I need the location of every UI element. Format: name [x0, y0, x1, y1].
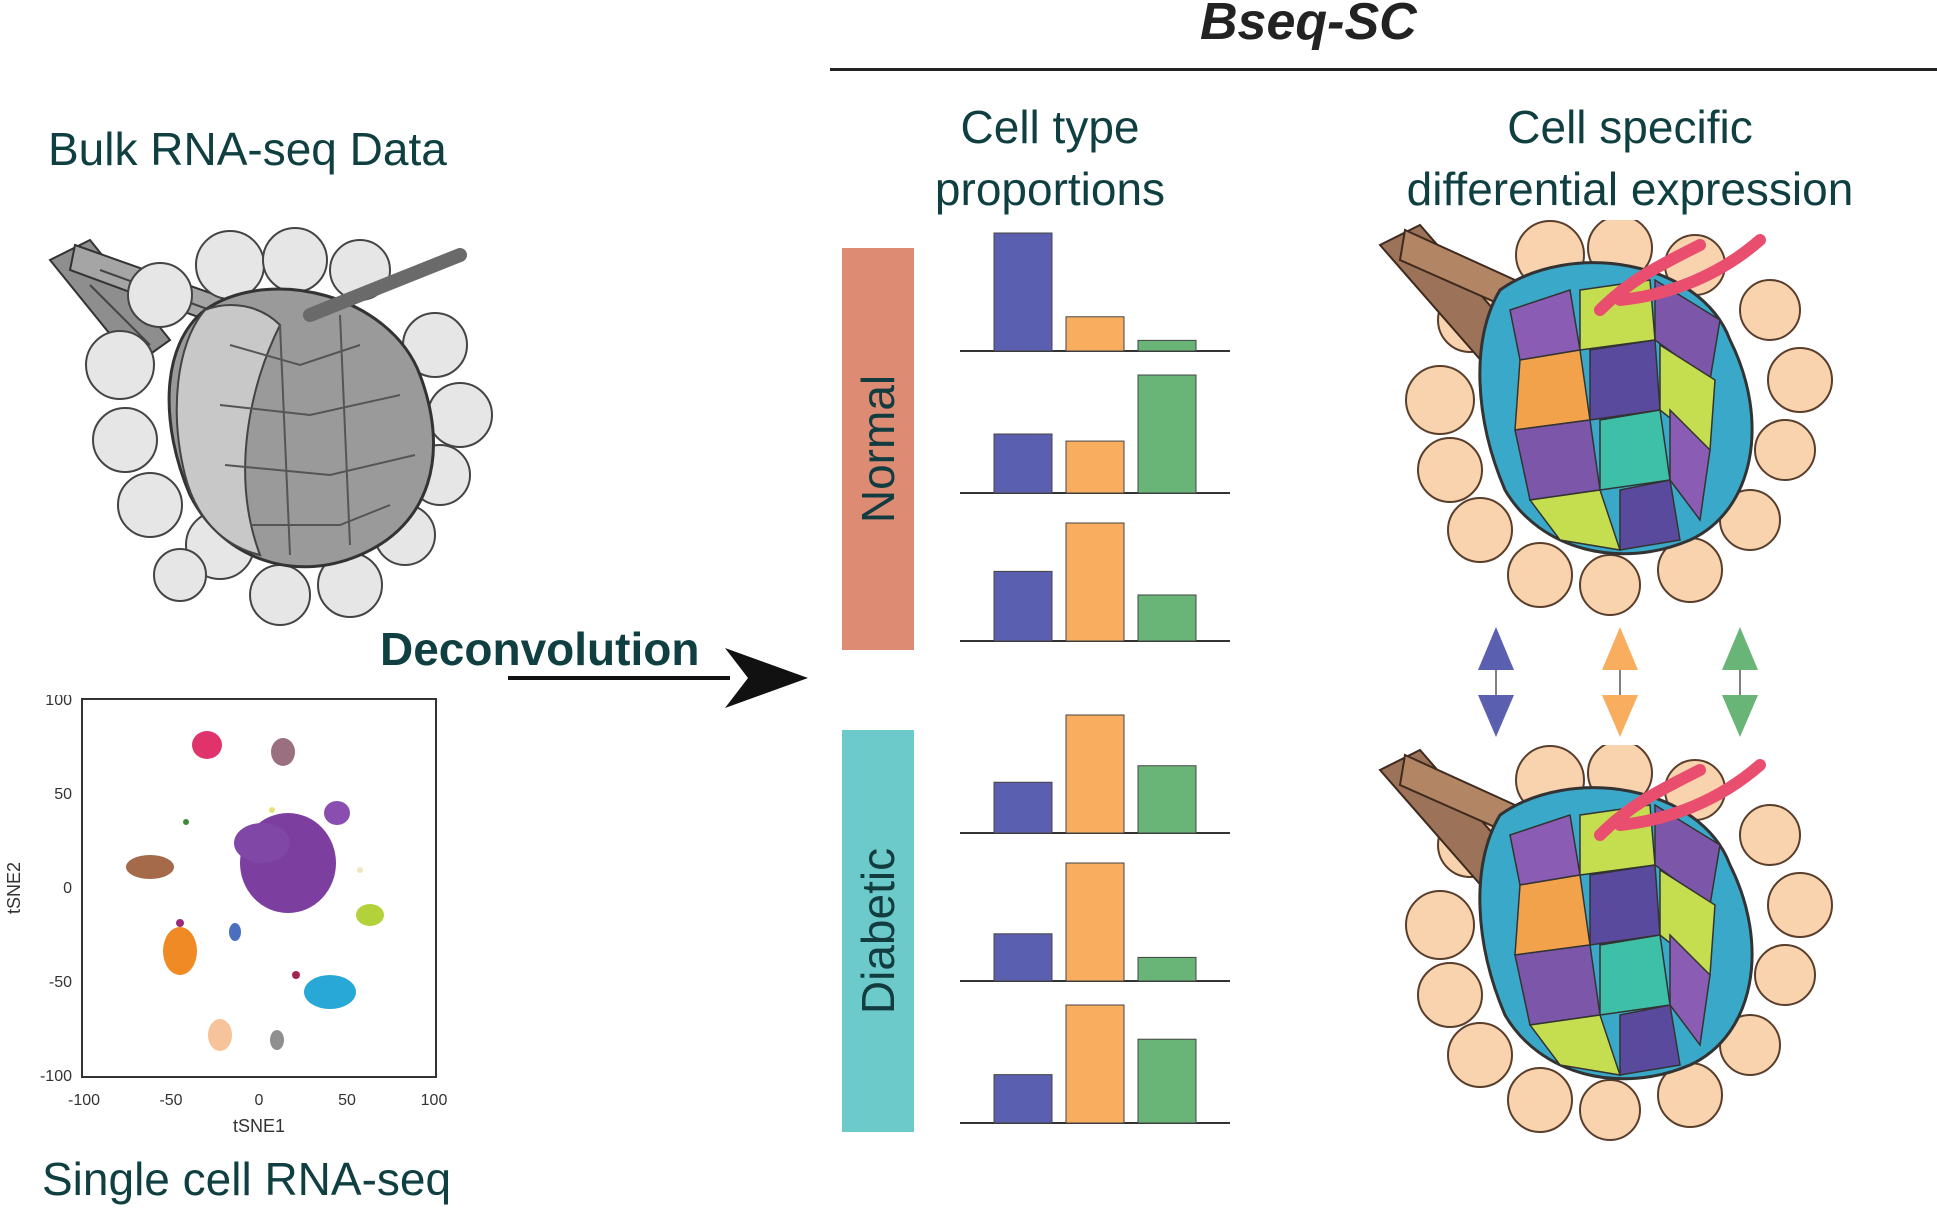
x-tick-label: 50	[338, 1092, 356, 1109]
title-line-2: proportions	[934, 163, 1166, 215]
bar	[993, 1074, 1053, 1124]
bulk-islet-illustration	[48, 227, 493, 626]
y-tick-label: -100	[40, 1068, 72, 1085]
cell-specific-expression-title: Cell specific differential expression	[1375, 96, 1885, 220]
y-tick-label: 50	[54, 786, 72, 803]
bar-panel-diabetic	[960, 862, 1230, 982]
bar	[1065, 522, 1125, 642]
y-tick-label: 0	[63, 880, 72, 897]
double-arrow-icon	[1602, 627, 1638, 737]
y-tick-label: -50	[49, 974, 72, 991]
bar	[993, 232, 1053, 352]
bar	[1065, 316, 1125, 352]
tsne-plot: -100 -50 0 50 100 100 50 0 -50 -100 tSNE…	[4, 695, 448, 1136]
normal-group-bar: Normal	[842, 248, 914, 650]
deconvolution-label: Deconvolution	[380, 623, 700, 675]
bar	[1065, 1004, 1125, 1124]
bar	[1137, 374, 1197, 494]
islet-body-icon	[167, 248, 467, 569]
normal-colored-islet	[1370, 220, 1850, 620]
title-line-2: differential expression	[1406, 163, 1854, 215]
x-tick-label: -100	[68, 1092, 100, 1109]
tsne-clusters	[126, 731, 384, 1051]
proportion-bar-charts	[960, 232, 1230, 1124]
figure-title: Bseq-SC	[1200, 0, 1417, 51]
bar	[1065, 714, 1125, 834]
title-line-1: Cell type	[960, 101, 1140, 153]
x-axis-label: tSNE1	[233, 1116, 285, 1136]
bar-panel-normal	[960, 374, 1230, 494]
bar	[1137, 339, 1197, 352]
bar	[1137, 594, 1197, 642]
y-axis-label: tSNE2	[4, 862, 24, 914]
bar	[993, 570, 1053, 642]
x-tick-label: 0	[255, 1092, 264, 1109]
bar-panel-normal	[960, 522, 1230, 642]
bulk-rnaseq-title: Bulk RNA-seq Data	[48, 123, 447, 175]
title-underline	[830, 68, 1937, 71]
bar	[1065, 862, 1125, 982]
normal-label: Normal	[852, 374, 904, 524]
diabetic-colored-islet	[1370, 745, 1850, 1145]
single-cell-title: Single cell RNA-seq	[42, 1153, 452, 1205]
deconvolution-arrow	[508, 648, 808, 708]
bar	[1065, 440, 1125, 494]
x-tick-label: 100	[421, 1092, 448, 1109]
double-arrow-icon	[1478, 627, 1514, 737]
double-arrow-icon	[1722, 627, 1758, 737]
bar	[1137, 765, 1197, 834]
bar	[1137, 956, 1197, 982]
cell-type-proportions-title: Cell type proportions	[900, 96, 1200, 220]
bar	[1137, 1038, 1197, 1124]
bar	[993, 433, 1053, 494]
diabetic-label: Diabetic	[852, 847, 904, 1015]
bar	[993, 781, 1053, 834]
y-tick-label: 100	[45, 695, 72, 709]
bar	[993, 933, 1053, 982]
title-line-1: Cell specific	[1507, 101, 1753, 153]
x-tick-label: -50	[159, 1092, 182, 1109]
diabetic-group-bar: Diabetic	[842, 730, 914, 1132]
bar-panel-diabetic	[960, 1004, 1230, 1124]
differential-arrows	[1478, 627, 1758, 737]
bar-panel-normal	[960, 232, 1230, 352]
bar-panel-diabetic	[960, 714, 1230, 834]
